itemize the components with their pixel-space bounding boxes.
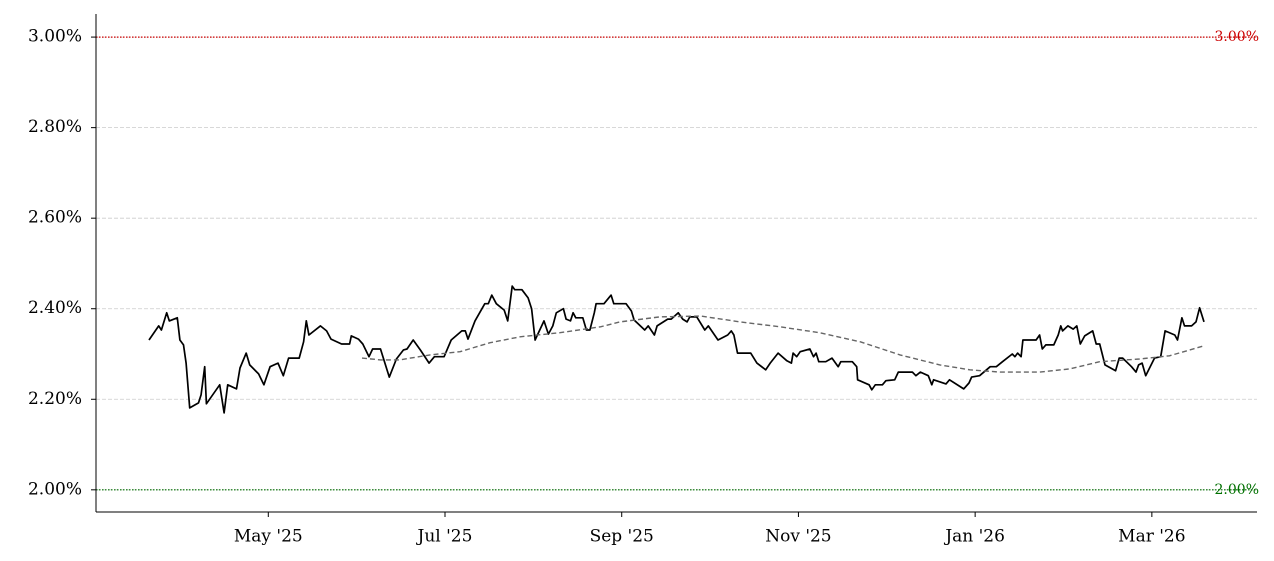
x-tick-label: Nov '25	[765, 527, 831, 547]
x-tick-label: May '25	[234, 527, 303, 547]
x-tick-label: Sep '25	[590, 527, 654, 547]
x-tick-label: Mar '26	[1118, 527, 1185, 547]
y-tick-label: 2.00%	[28, 479, 82, 499]
y-tick-label: 2.20%	[28, 389, 82, 409]
x-tick-label: Jan '26	[943, 527, 1005, 547]
reference-label: 3.00%	[1215, 29, 1259, 45]
data-line	[148, 285, 1205, 414]
reference-label: 2.00%	[1215, 482, 1259, 498]
y-tick-label: 2.60%	[28, 208, 82, 228]
data-line	[361, 315, 1205, 373]
y-tick-label: 2.40%	[28, 298, 82, 318]
y-tick-label: 3.00%	[28, 27, 82, 47]
x-tick-label: Jul '25	[416, 527, 473, 547]
y-tick-label: 2.80%	[28, 117, 82, 137]
